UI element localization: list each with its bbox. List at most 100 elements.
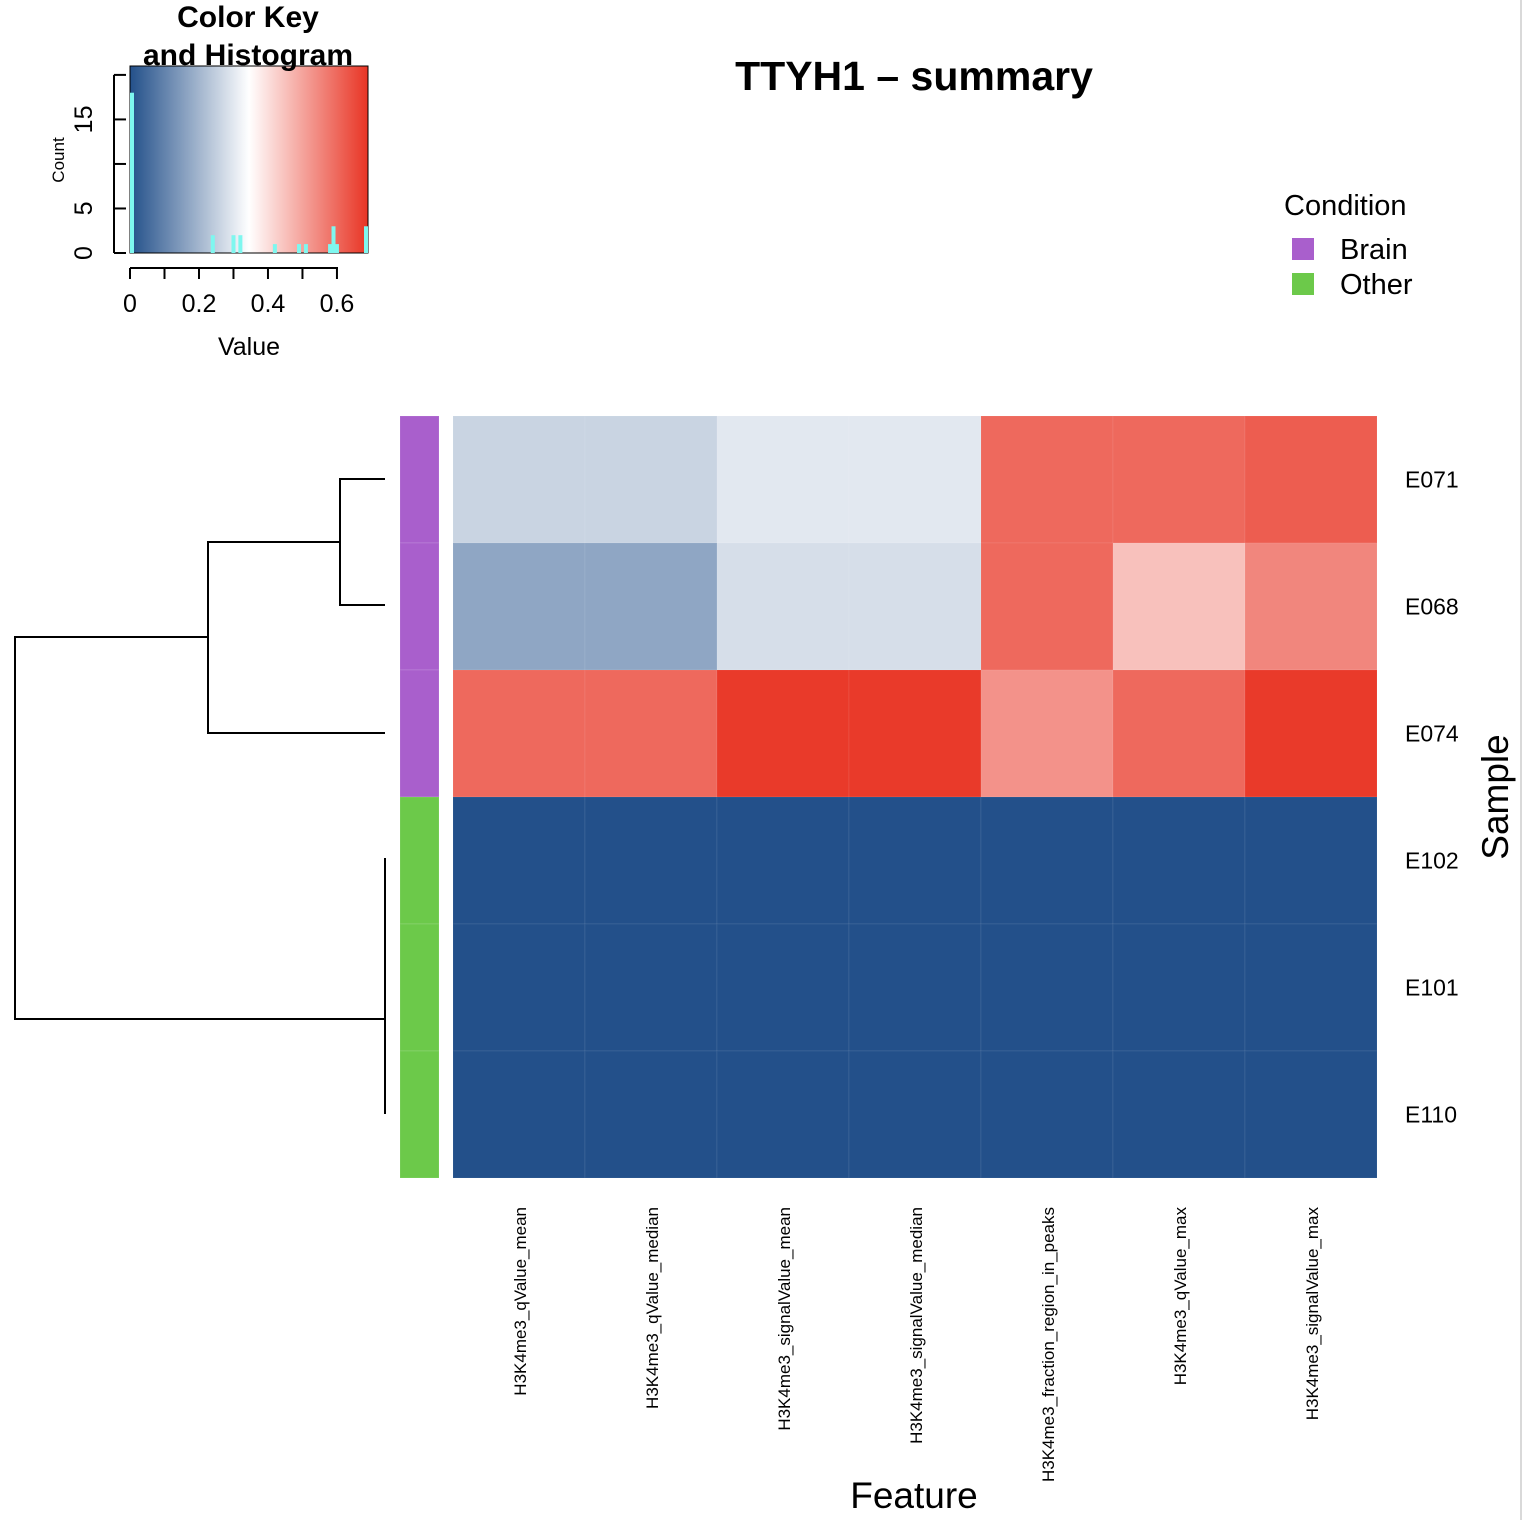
histogram-bar-9: [331, 226, 336, 253]
histogram-x-tick-label: 0.4: [251, 290, 286, 318]
row-dendrogram: [14, 478, 386, 1114]
histogram-bar-11: [364, 226, 368, 253]
heatmap-cell-E110-4: [848, 1050, 982, 1179]
heatmap-cell-E071-7: [1244, 415, 1378, 544]
row-label-E110: E110: [1405, 1102, 1457, 1128]
row-label-E071: E071: [1405, 467, 1459, 493]
heatmap-cell-E101-5: [980, 923, 1114, 1052]
annotation-cell-E110: [399, 1050, 440, 1179]
histogram-bar-5: [272, 244, 277, 253]
row-label-E068: E068: [1405, 594, 1459, 620]
row-label-E102: E102: [1405, 848, 1459, 874]
heatmap-cell-E101-2: [584, 923, 718, 1052]
heatmap-cell-E074-7: [1244, 669, 1378, 798]
heatmap-cell-E071-6: [1112, 415, 1246, 544]
heatmap-cell-E071-3: [716, 415, 850, 544]
histogram-bar-8: [328, 244, 333, 253]
heatmap-cell-E102-5: [980, 796, 1114, 925]
legend-other-swatch: [1292, 273, 1314, 295]
heatmap-cell-E102-7: [1244, 796, 1378, 925]
heatmap-cell-E074-2: [584, 669, 718, 798]
histogram-bar-1: [130, 92, 134, 253]
heatmap-cell-E074-5: [980, 669, 1114, 798]
heatmap-cell-E101-4: [848, 923, 982, 1052]
histogram-bar-6: [297, 244, 302, 253]
color-key-title-line2: and Histogram: [143, 39, 353, 72]
column-label-2: H3K4me3_qValue_median: [643, 1207, 662, 1409]
histogram-bar-4: [238, 235, 243, 253]
heatmap-cell-E101-6: [1112, 923, 1246, 1052]
heatmap-cell-E068-3: [716, 542, 850, 671]
heatmap-cell-E068-2: [584, 542, 718, 671]
column-label-6: H3K4me3_qValue_max: [1171, 1207, 1190, 1386]
heatmap-cell-E074-1: [452, 669, 586, 798]
histogram-y-tick-label: 15: [70, 106, 98, 134]
histogram-x-axis-label: Value: [218, 333, 280, 361]
legend-other-label: Other: [1340, 269, 1413, 301]
heatmap-cell-E102-2: [584, 796, 718, 925]
histogram-y-tick-label: 5: [70, 202, 98, 216]
heatmap-cell-E110-3: [716, 1050, 850, 1179]
annotation-cell-E102: [399, 796, 440, 925]
histogram-bars: [130, 92, 368, 253]
heatmap-cell-E110-2: [584, 1050, 718, 1179]
legend-brain-swatch: [1292, 238, 1314, 260]
dendrogram-branch-e071-e068: [339, 478, 385, 606]
heatmap-cell-E071-2: [584, 415, 718, 544]
column-label-3: H3K4me3_signalValue_mean: [775, 1207, 794, 1431]
color-key-title-line1: Color Key: [177, 1, 319, 34]
dendrogram-root: [14, 636, 385, 1020]
histogram-x-tick-label: 0.6: [320, 290, 355, 318]
column-label-1: H3K4me3_qValue_mean: [511, 1207, 530, 1396]
annotation-cell-E074: [399, 669, 440, 798]
heatmap-cell-E071-4: [848, 415, 982, 544]
row-labels: E071 E068 E074 E102 E101 E110: [1405, 467, 1459, 1128]
heatmap-cell-E101-7: [1244, 923, 1378, 1052]
heatmap-cell-E068-1: [452, 542, 586, 671]
color-key-gradient: [129, 65, 369, 254]
chart-title: TTYH1 – summary: [735, 53, 1093, 99]
heatmap-cell-E068-5: [980, 542, 1114, 671]
heatmap-cell-E110-5: [980, 1050, 1114, 1179]
histogram-bar-2: [210, 235, 215, 253]
heatmap-cell-E110-6: [1112, 1050, 1246, 1179]
histogram-bar-7: [303, 244, 308, 253]
row-annotation-strip: [399, 415, 440, 1179]
column-label-5: H3K4me3_fraction_region_in_peaks: [1039, 1207, 1058, 1482]
heatmap-cell-E110-7: [1244, 1050, 1378, 1179]
column-label-4: H3K4me3_signalValue_median: [907, 1207, 926, 1444]
heatmap-cell-E074-4: [848, 669, 982, 798]
heatmap-cell-E068-6: [1112, 542, 1246, 671]
heatmap-cell-E102-6: [1112, 796, 1246, 925]
histogram-x-tick-label: 0.2: [182, 290, 217, 318]
annotation-cell-E071: [399, 415, 440, 544]
legend-title: Condition: [1284, 190, 1407, 222]
annotation-cell-E068: [399, 542, 440, 671]
column-label-7: H3K4me3_signalValue_max: [1303, 1207, 1322, 1421]
histogram-bar-10: [334, 244, 339, 253]
heatmap-cell-E071-1: [452, 415, 586, 544]
row-label-E074: E074: [1405, 721, 1459, 747]
condition-legend: Condition Brain Other: [1284, 190, 1413, 301]
histogram-bar-3: [231, 235, 236, 253]
heatmap-cell-E110-1: [452, 1050, 586, 1179]
heatmap-cells: [452, 415, 1378, 1179]
heatmap-cell-E068-4: [848, 542, 982, 671]
histogram-y-tick-label: 0: [70, 246, 98, 260]
annotation-cell-E101: [399, 923, 440, 1052]
heatmap-cell-E101-3: [716, 923, 850, 1052]
x-axis-label: Feature: [850, 1475, 978, 1516]
heatmap-cell-E102-4: [848, 796, 982, 925]
heatmap-cell-E102-1: [452, 796, 586, 925]
legend-brain-label: Brain: [1340, 234, 1408, 266]
histogram-y-axis-label: Count: [49, 137, 68, 183]
row-label-E101: E101: [1405, 975, 1459, 1001]
window-edge: [1520, 0, 1522, 1520]
heatmap-cell-E074-3: [716, 669, 850, 798]
y-axis-label: Sample: [1475, 734, 1516, 859]
heatmap-cell-E068-7: [1244, 542, 1378, 671]
histogram-axes: 0 0.2 0.4 0.6 0 5 15: [70, 73, 355, 318]
histogram-x-tick-label: 0: [123, 290, 137, 318]
heatmap-cell-E102-3: [716, 796, 850, 925]
